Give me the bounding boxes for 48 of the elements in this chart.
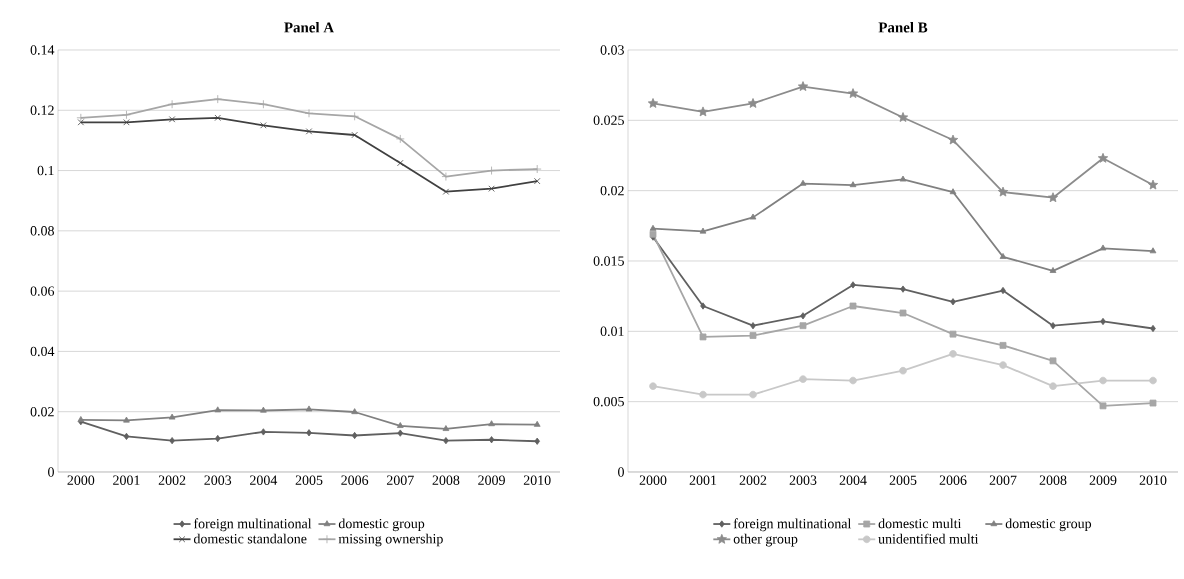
chart-title: Panel B: [878, 22, 928, 33]
y-tick-label: 0.015: [593, 256, 624, 266]
legend-label: foreign multinational: [193, 518, 312, 532]
legend-label: other group: [733, 533, 798, 547]
y-tick-label: 0.025: [593, 115, 624, 126]
x-tick-label: 2008: [1039, 475, 1067, 485]
y-tick-label: 0.03: [600, 45, 624, 55]
y-tick-label: 0.02: [600, 185, 624, 196]
legend-label: foreign multinational: [733, 518, 852, 532]
x-tick-label: 2002: [739, 475, 767, 485]
x-tick-label: 2006: [939, 475, 967, 485]
legend-label: missing ownership: [338, 533, 443, 547]
x-tick-label: 2009: [478, 475, 505, 485]
y-tick-label: 0.08: [30, 226, 54, 236]
x-tick-label: 2008: [432, 475, 460, 485]
y-tick-label: 0.04: [30, 346, 55, 357]
x-tick-label: 2001: [113, 475, 140, 485]
x-tick-label: 2003: [204, 475, 232, 485]
chart-title: Panel A: [284, 22, 334, 33]
x-tick-label: 2010: [1139, 475, 1167, 485]
y-tick-label: 0.005: [593, 396, 624, 407]
y-tick-label: 0.12: [30, 105, 54, 116]
x-tick-label: 2000: [639, 475, 667, 485]
y-tick-label: 0.06: [30, 286, 55, 296]
legend-label: domestic standalone: [193, 533, 307, 544]
legend-label: unidentified multi: [878, 533, 979, 544]
x-tick-label: 2010: [523, 475, 551, 485]
x-tick-label: 2007: [989, 475, 1017, 485]
y-tick-label: 0.02: [30, 406, 54, 417]
x-tick-label: 2002: [158, 475, 186, 485]
legend-label: domestic group: [1005, 518, 1092, 532]
x-tick-label: 2005: [889, 475, 917, 485]
y-tick-label: 0: [48, 467, 54, 477]
x-tick-label: 2003: [789, 475, 817, 485]
y-tick-label: 0.01: [600, 326, 624, 337]
x-tick-label: 2004: [250, 475, 278, 485]
x-tick-label: 2004: [839, 475, 867, 485]
y-tick-label: 0.14: [30, 45, 55, 55]
x-tick-label: 2007: [386, 475, 414, 485]
x-tick-label: 2005: [295, 475, 323, 485]
y-tick-label: 0.1: [37, 165, 54, 176]
x-tick-label: 2000: [67, 475, 95, 485]
x-tick-label: 2006: [341, 475, 369, 485]
x-tick-label: 2009: [1089, 475, 1117, 485]
legend-label: domestic multi: [878, 518, 962, 529]
x-tick-label: 2001: [689, 475, 717, 485]
legend-label: domestic group: [338, 518, 425, 532]
y-tick-label: 0: [618, 467, 624, 477]
